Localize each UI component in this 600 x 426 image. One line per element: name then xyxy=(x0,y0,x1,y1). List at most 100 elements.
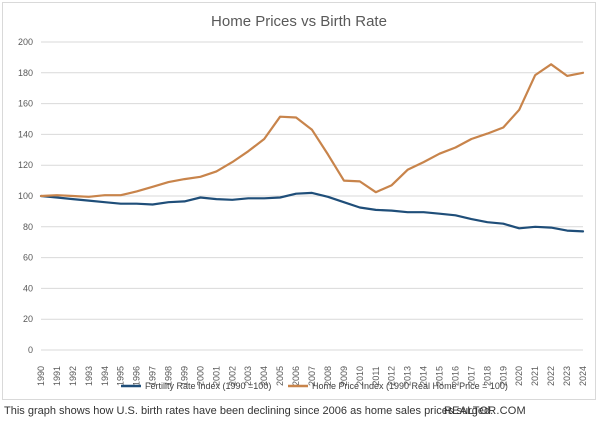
data-point xyxy=(247,150,249,152)
data-point xyxy=(104,194,106,196)
data-point xyxy=(183,178,185,180)
data-point xyxy=(199,176,201,178)
y-tick-label: 0 xyxy=(28,345,33,355)
data-point xyxy=(88,196,90,198)
y-tick-label: 20 xyxy=(23,314,33,324)
data-point xyxy=(104,201,106,203)
x-tick-label: 2005 xyxy=(275,366,285,386)
x-tick-label: 1997 xyxy=(148,366,158,386)
x-tick-label: 2004 xyxy=(259,366,269,386)
x-tick-label: 2000 xyxy=(195,366,205,386)
x-tick-label: 2017 xyxy=(466,366,476,386)
data-point xyxy=(327,153,329,155)
data-point xyxy=(263,197,265,199)
data-point xyxy=(422,161,424,163)
home-price-line xyxy=(39,63,585,198)
data-point xyxy=(470,218,472,220)
data-point xyxy=(40,195,42,197)
x-tick-label: 2015 xyxy=(435,366,445,386)
x-axis-ticks: 1990 1991 1992 1993 1994 1995 1996 1997 1998 1999… xyxy=(36,366,588,386)
data-point xyxy=(502,223,504,225)
data-point xyxy=(486,221,488,223)
data-point xyxy=(359,180,361,182)
data-point xyxy=(470,138,472,140)
data-point xyxy=(327,196,329,198)
y-tick-label: 120 xyxy=(18,160,33,170)
x-tick-label: 1999 xyxy=(179,366,189,386)
data-point xyxy=(72,198,74,200)
data-point xyxy=(279,196,281,198)
data-point xyxy=(566,229,568,231)
data-point xyxy=(422,211,424,213)
caption-text: This graph shows how U.S. birth rates ha… xyxy=(4,405,494,417)
chart-title: Home Prices vs Birth Rate xyxy=(211,13,387,30)
x-tick-label: 2011 xyxy=(371,366,381,385)
data-point xyxy=(135,190,137,192)
data-point xyxy=(438,153,440,155)
data-point xyxy=(582,72,584,74)
x-tick-label: 1994 xyxy=(100,366,110,386)
data-point xyxy=(550,63,552,65)
gridlines xyxy=(41,41,583,351)
y-tick-label: 160 xyxy=(18,99,33,109)
x-tick-label: 2012 xyxy=(387,366,397,386)
data-point xyxy=(295,193,297,195)
x-tick-label: 2020 xyxy=(514,366,524,386)
x-tick-label: 1995 xyxy=(116,366,126,386)
x-tick-label: 1996 xyxy=(132,366,142,386)
chart-frame: Home Prices vs Birth Rate 0 20 40 60 80 100 12… xyxy=(2,2,596,400)
y-tick-label: 200 xyxy=(18,37,33,47)
data-point xyxy=(199,196,201,198)
data-point xyxy=(518,109,520,111)
data-point xyxy=(120,203,122,205)
data-point xyxy=(343,179,345,181)
x-tick-label: 2006 xyxy=(291,366,301,386)
x-tick-label: 1998 xyxy=(164,366,174,386)
data-point xyxy=(550,226,552,228)
x-tick-label: 2013 xyxy=(403,366,413,386)
data-point xyxy=(534,226,536,228)
data-point xyxy=(295,116,297,118)
y-tick-label: 40 xyxy=(23,283,33,293)
legend: Fertility Rate Index (1990 =100) Home Pri… xyxy=(121,381,508,391)
x-tick-label: 2007 xyxy=(307,366,317,386)
data-point xyxy=(502,126,504,128)
data-point xyxy=(151,203,153,205)
x-tick-label: 2001 xyxy=(211,366,221,386)
x-tick-label: 1992 xyxy=(68,366,78,386)
x-tick-label: 2024 xyxy=(578,366,588,386)
data-point xyxy=(72,195,74,197)
legend-label-home-price: Home Price Index (1990 Real Home Price =… xyxy=(312,381,508,391)
data-point xyxy=(135,203,137,205)
x-tick-label: 2002 xyxy=(227,366,237,386)
data-point xyxy=(566,75,568,77)
data-point xyxy=(279,116,281,118)
x-tick-label: 2009 xyxy=(339,366,349,386)
x-tick-label: 2018 xyxy=(482,366,492,386)
x-tick-label: 2023 xyxy=(562,366,572,386)
data-point xyxy=(311,192,313,194)
x-tick-label: 1990 xyxy=(36,366,46,386)
x-tick-label: 2021 xyxy=(530,366,540,386)
data-point xyxy=(311,129,313,131)
x-tick-label: 2003 xyxy=(243,366,253,386)
x-tick-label: 2016 xyxy=(450,366,460,386)
data-point xyxy=(391,209,393,211)
y-tick-label: 180 xyxy=(18,68,33,78)
x-tick-label: 1991 xyxy=(52,366,62,386)
y-tick-label: 60 xyxy=(23,253,33,263)
legend-label-fertility: Fertility Rate Index (1990 =100) xyxy=(145,381,271,391)
data-point xyxy=(215,198,217,200)
x-tick-label: 1993 xyxy=(84,366,94,386)
x-tick-label: 2010 xyxy=(355,366,365,386)
data-point xyxy=(454,146,456,148)
data-point xyxy=(120,194,122,196)
data-point xyxy=(486,132,488,134)
x-tick-label: 2019 xyxy=(498,366,508,386)
data-point xyxy=(231,199,233,201)
data-point xyxy=(375,191,377,193)
data-point xyxy=(88,199,90,201)
data-point xyxy=(183,200,185,202)
data-point xyxy=(215,170,217,172)
caption-source: REALTOR.COM xyxy=(444,405,526,417)
